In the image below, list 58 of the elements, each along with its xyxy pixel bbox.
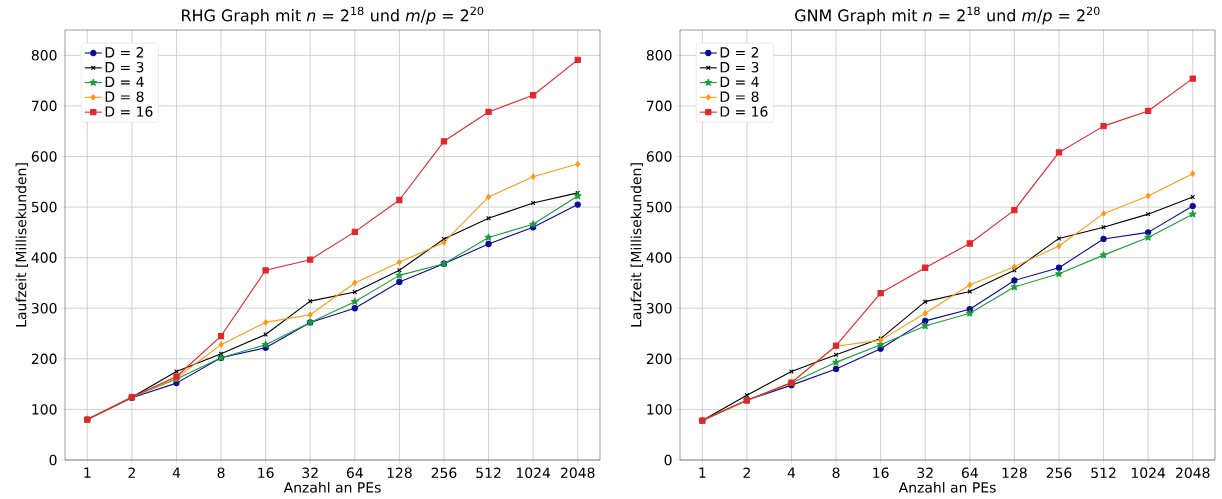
x-tick-label: 32 bbox=[302, 467, 318, 479]
y-tick-label: 0 bbox=[664, 454, 672, 466]
x-axis-title: Anzahl an PEs bbox=[898, 481, 996, 493]
x-tick-label: 2048 bbox=[1175, 467, 1210, 479]
y-tick-label: 200 bbox=[31, 353, 57, 365]
y-tick-label: 300 bbox=[646, 302, 672, 314]
x-tick-label: 128 bbox=[1002, 467, 1027, 479]
legend-label: D = 3 bbox=[105, 61, 144, 73]
chart-title: GNM Graph mit n = 2$^{18}$ und m/p = 2$^{20}$ bbox=[795, 6, 1100, 25]
y-tick-label: 600 bbox=[31, 151, 57, 162]
x-tick-label: 256 bbox=[431, 467, 457, 479]
y-axis-title: Laufzeit [Millisekunden] bbox=[630, 163, 644, 327]
x-tick-label: 1024 bbox=[516, 467, 551, 479]
x-tick-label: 1 bbox=[84, 467, 91, 478]
legend-label: D = 4 bbox=[105, 76, 144, 87]
y-tick-label: 100 bbox=[647, 404, 672, 415]
x-tick-label: 16 bbox=[258, 467, 274, 479]
legend-label: D = 16 bbox=[720, 106, 768, 117]
y-tick-label: 500 bbox=[31, 201, 57, 213]
x-tick-label: 64 bbox=[346, 467, 363, 479]
x-tick-label: 2 bbox=[128, 467, 135, 478]
legend-label: D = 8 bbox=[720, 91, 759, 102]
legend-label: D = 2 bbox=[720, 47, 759, 58]
x-tick-label: 256 bbox=[1046, 467, 1072, 479]
x-tick-label: 512 bbox=[1091, 467, 1116, 479]
y-tick-label: 700 bbox=[647, 100, 672, 112]
x-tick-label: 128 bbox=[387, 467, 412, 479]
y-axis-title: Laufzeit [Millisekunden] bbox=[15, 163, 29, 327]
x-tick-label: 2 bbox=[743, 467, 750, 478]
y-tick-label: 200 bbox=[646, 353, 672, 365]
y-tick-label: 0 bbox=[49, 454, 57, 466]
legend-label: D = 4 bbox=[720, 76, 759, 87]
x-tick-label: 64 bbox=[961, 467, 978, 479]
y-tick-label: 500 bbox=[646, 201, 672, 213]
legend-label: D = 3 bbox=[720, 61, 759, 73]
y-tick-label: 400 bbox=[31, 252, 57, 263]
legend-label: D = 2 bbox=[105, 47, 144, 58]
x-tick-label: 512 bbox=[476, 467, 501, 479]
chart-title: RHG Graph mit n = 2$^{18}$ und m/p = 2$^{20}$ bbox=[182, 6, 484, 25]
x-axis-title: Anzahl an PEs bbox=[283, 481, 381, 493]
y-tick-label: 400 bbox=[646, 252, 672, 263]
legend-label: D = 8 bbox=[105, 91, 144, 102]
y-tick-label: 800 bbox=[31, 50, 57, 61]
y-tick-label: 800 bbox=[646, 50, 672, 61]
y-tick-label: 300 bbox=[31, 302, 57, 314]
x-tick-label: 8 bbox=[832, 467, 840, 479]
x-tick-label: 4 bbox=[172, 467, 181, 478]
x-tick-label: 8 bbox=[217, 467, 225, 479]
x-tick-label: 1 bbox=[699, 467, 706, 478]
y-tick-label: 100 bbox=[32, 404, 57, 415]
y-tick-label: 600 bbox=[646, 151, 672, 162]
x-tick-label: 1024 bbox=[1131, 467, 1166, 479]
y-tick-label: 700 bbox=[32, 100, 57, 112]
x-tick-label: 16 bbox=[873, 467, 889, 479]
x-tick-label: 2048 bbox=[560, 467, 595, 479]
legend-label: D = 16 bbox=[105, 106, 153, 117]
x-tick-label: 4 bbox=[787, 467, 796, 478]
x-tick-label: 32 bbox=[917, 467, 933, 479]
